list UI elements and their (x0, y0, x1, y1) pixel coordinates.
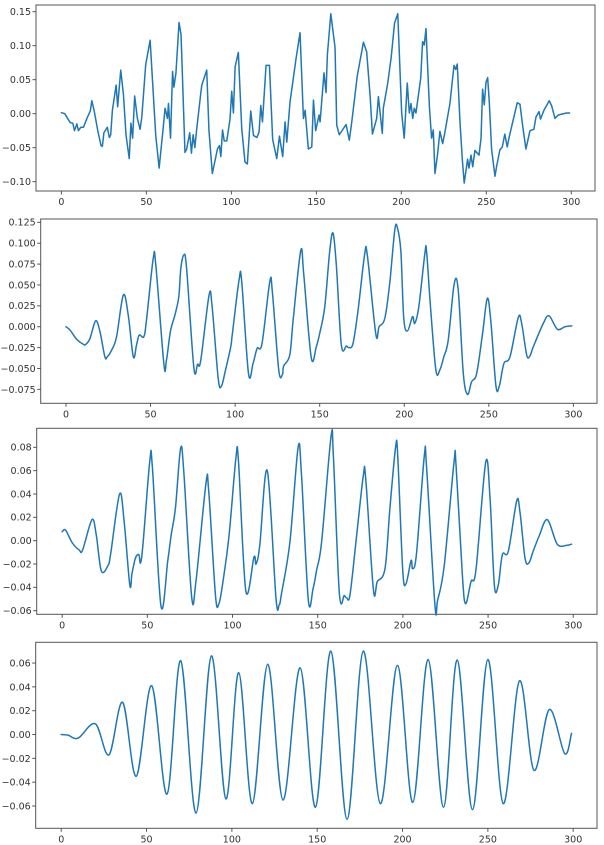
x-tick-label: 0 (63, 409, 69, 420)
x-tick-label: 300 (562, 197, 580, 208)
y-tick-label: 0.100 (8, 239, 35, 250)
y-tick-label: 0.06 (10, 658, 31, 669)
y-tick-label: −0.04 (2, 778, 31, 789)
series-line (61, 428, 573, 616)
x-tick-label: 100 (223, 834, 241, 845)
subplot-1: 0 50 100 150 200 250 300 −0.10 −0.05 0.00 0.05 0.10… (2, 4, 596, 208)
y-tick-label: 0.06 (11, 466, 32, 477)
x-tick-label: 300 (564, 409, 582, 420)
series-line (65, 223, 573, 396)
subplot-4: 0 50 100 150 200 250 300 −0.06 −0.04 −0.02 0.00 0.0… (2, 641, 598, 845)
y-tick-label: 0.00 (10, 109, 31, 120)
x-tick-label: 250 (480, 409, 498, 420)
y-tick-label: 0.050 (8, 280, 35, 291)
y-tick-label: −0.02 (2, 754, 31, 765)
x-tick-label: 0 (58, 197, 64, 208)
axes-frame (35, 4, 596, 192)
x-tick-label: 0 (59, 620, 65, 631)
x-tick-label: 0 (58, 834, 64, 845)
x-tick-label: 200 (395, 409, 413, 420)
x-tick-label: 150 (311, 409, 329, 420)
subplot-2: 0 50 100 150 200 250 300 −0.075 −0.050 −0.025 0.00… (1, 218, 598, 420)
subplot-3: 0 50 100 150 200 250 300 −0.06 −0.04 −0.02 0.00 0.0… (3, 427, 598, 631)
series-line (60, 650, 573, 820)
y-tick-label: 0.075 (8, 259, 35, 270)
x-tick-label: 100 (222, 197, 240, 208)
x-tick-label: 300 (564, 620, 582, 631)
y-tick-label: −0.050 (1, 364, 36, 375)
x-tick-label: 150 (308, 834, 326, 845)
y-tick-label: 0.05 (10, 75, 31, 86)
x-tick-label: 300 (564, 834, 582, 845)
x-tick-label: 150 (307, 197, 325, 208)
series-line (60, 12, 571, 184)
x-tick-label: 200 (392, 197, 410, 208)
x-tick-label: 250 (479, 620, 497, 631)
y-tick-label: −0.06 (3, 606, 32, 617)
y-tick-label: −0.10 (2, 177, 31, 188)
x-tick-label: 250 (477, 197, 495, 208)
y-tick-label: −0.075 (1, 385, 36, 396)
y-tick-label: 0.10 (10, 41, 31, 52)
x-tick-label: 100 (226, 409, 244, 420)
y-tick-label: −0.06 (2, 801, 31, 812)
y-tick-label: −0.04 (3, 583, 32, 594)
y-tick-label: −0.05 (2, 143, 31, 154)
y-tick-label: 0.04 (10, 682, 31, 693)
x-tick-label: 200 (394, 620, 412, 631)
y-tick-label: 0.000 (8, 322, 35, 333)
y-tick-label: 0.00 (11, 536, 32, 547)
x-tick-label: 50 (140, 197, 152, 208)
x-tick-label: 150 (309, 620, 327, 631)
x-tick-label: 50 (145, 409, 157, 420)
y-tick-label: 0.08 (11, 443, 32, 454)
y-tick-label: 0.00 (10, 730, 31, 741)
x-tick-label: 50 (140, 834, 152, 845)
x-tick-label: 100 (223, 620, 241, 631)
y-tick-label: 0.15 (10, 7, 31, 18)
y-tick-label: 0.04 (11, 489, 32, 500)
x-tick-label: 200 (393, 834, 411, 845)
x-tick-label: 50 (141, 620, 153, 631)
axes-frame (40, 218, 598, 404)
y-tick-label: 0.025 (8, 301, 35, 312)
y-tick-label: 0.125 (8, 218, 35, 229)
y-tick-label: 0.02 (10, 706, 31, 717)
y-tick-label: −0.02 (3, 559, 32, 570)
y-tick-label: 0.02 (11, 513, 32, 524)
x-tick-label: 250 (479, 834, 497, 845)
y-tick-label: −0.025 (1, 343, 36, 354)
